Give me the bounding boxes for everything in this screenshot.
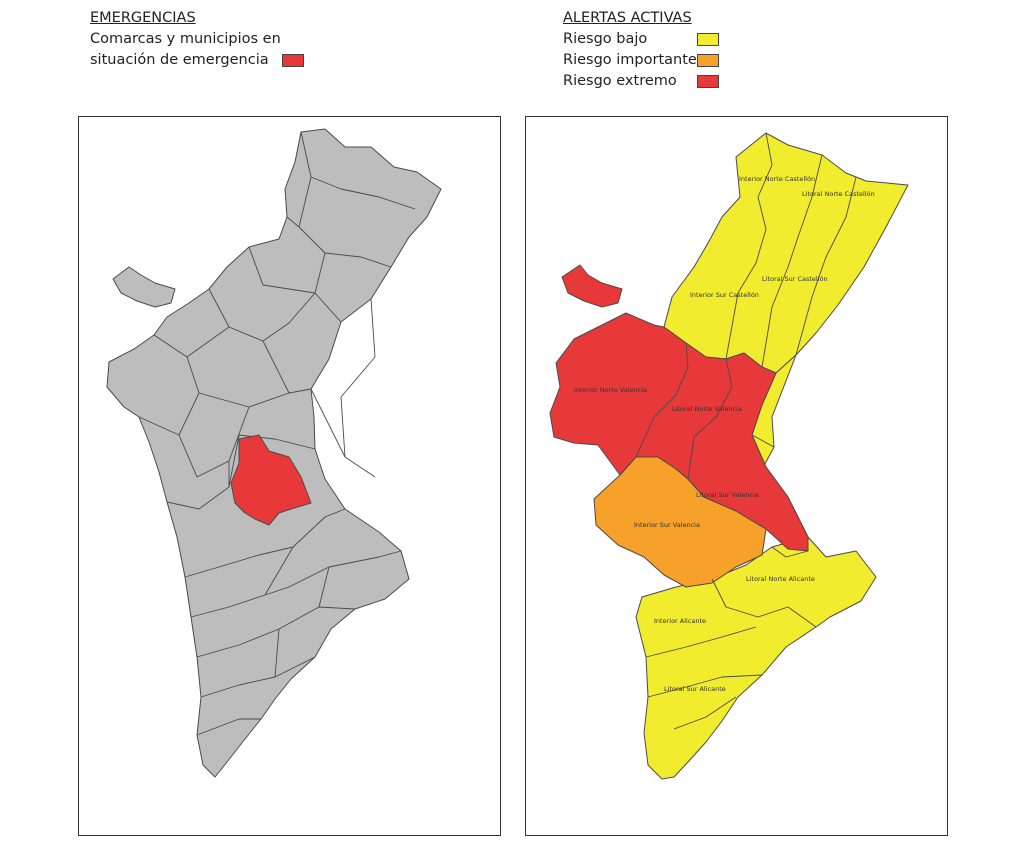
zone-exclave: [561, 264, 623, 308]
alert-level-extreme-label: Riesgo extremo: [563, 73, 677, 89]
zone-extreme-valencia: [549, 312, 809, 552]
zone-label-litoral-sur-alicante: Litoral Sur Alicante: [664, 685, 726, 693]
zone-castellon: [663, 132, 909, 374]
region-map-gray: [106, 128, 442, 778]
zone-borders: [635, 132, 857, 730]
zone-label-litoral-sur-valencia: Litoral Sur Valencia: [696, 491, 759, 499]
alertas-legend: ALERTAS ACTIVAS Riesgo bajo Riesgo impor…: [563, 8, 743, 92]
zone-label-interior-norte-castellon: Interior Norte Castellón: [739, 175, 815, 183]
alert-level-extreme: Riesgo extremo: [563, 71, 743, 92]
emergencias-legend-title: EMERGENCIAS: [90, 10, 196, 26]
comarca-borders: [138, 131, 416, 736]
emergencias-legend-row: situación de emergencia: [90, 50, 350, 71]
emergencias-legend-line-2: situación de emergencia: [90, 52, 269, 68]
alerts-map: Interior Norte Castellón Litoral Norte C…: [549, 132, 909, 780]
alerts-map-panel: Interior Norte Castellón Litoral Norte C…: [525, 116, 948, 836]
alertas-legend-title: ALERTAS ACTIVAS: [563, 10, 692, 26]
alert-level-important: Riesgo importante: [563, 50, 743, 71]
zone-label-interior-sur-castellon: Interior Sur Castellón: [690, 291, 759, 299]
alert-level-important-label: Riesgo importante: [563, 52, 697, 68]
emergency-swatch: [282, 54, 304, 67]
zone-label-interior-norte-valencia: Interior Norte Valencia: [574, 386, 647, 394]
emergencias-legend: EMERGENCIAS Comarcas y municipios en sit…: [90, 8, 350, 71]
exclave-shape: [112, 266, 176, 308]
zone-label-litoral-sur-castellon: Litoral Sur Castellón: [762, 275, 828, 283]
emergency-map-panel: [78, 116, 501, 836]
zone-label-interior-sur-valencia: Interior Sur Valencia: [634, 521, 700, 529]
important-risk-swatch: [697, 54, 719, 67]
low-risk-swatch: [697, 33, 719, 46]
zone-label-litoral-norte-alicante: Litoral Norte Alicante: [746, 575, 815, 583]
zone-label-interior-alicante: Interior Alicante: [654, 617, 706, 625]
extreme-risk-swatch: [697, 75, 719, 88]
zone-label-litoral-norte-valencia: Litoral Norte Valencia: [672, 405, 742, 413]
emergency-comarca: [230, 434, 312, 526]
emergency-map: [106, 128, 442, 778]
alert-level-low-label: Riesgo bajo: [563, 31, 648, 47]
zone-label-litoral-norte-castellon: Litoral Norte Castellón: [802, 190, 875, 198]
alert-level-low: Riesgo bajo: [563, 29, 743, 50]
emergencias-legend-line-1: Comarcas y municipios en: [90, 31, 281, 47]
